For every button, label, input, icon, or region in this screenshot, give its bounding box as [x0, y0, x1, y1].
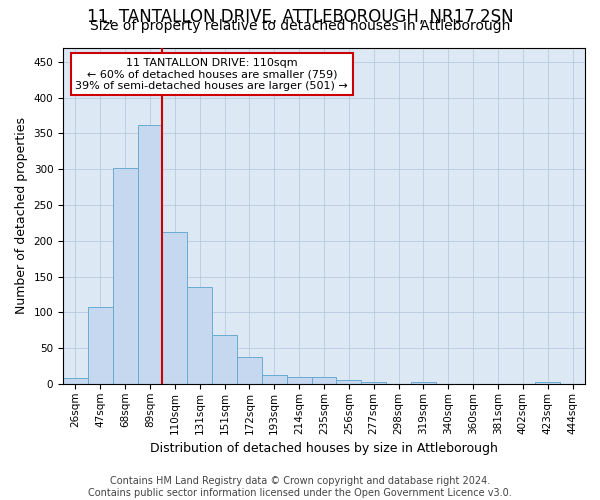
Text: 11 TANTALLON DRIVE: 110sqm
← 60% of detached houses are smaller (759)
39% of sem: 11 TANTALLON DRIVE: 110sqm ← 60% of deta… — [76, 58, 348, 91]
Bar — [337, 380, 361, 384]
X-axis label: Distribution of detached houses by size in Attleborough: Distribution of detached houses by size … — [150, 442, 498, 455]
Bar — [237, 356, 262, 384]
Bar — [88, 306, 113, 384]
Bar — [287, 376, 311, 384]
Bar — [187, 286, 212, 384]
Bar — [262, 374, 287, 384]
Bar — [311, 378, 337, 384]
Y-axis label: Number of detached properties: Number of detached properties — [15, 117, 28, 314]
Bar — [361, 382, 386, 384]
Bar — [113, 168, 137, 384]
Text: Size of property relative to detached houses in Attleborough: Size of property relative to detached ho… — [90, 19, 510, 33]
Bar — [63, 378, 88, 384]
Bar — [212, 335, 237, 384]
Bar — [411, 382, 436, 384]
Bar — [163, 232, 187, 384]
Bar — [137, 125, 163, 384]
Text: 11, TANTALLON DRIVE, ATTLEBOROUGH, NR17 2SN: 11, TANTALLON DRIVE, ATTLEBOROUGH, NR17 … — [86, 8, 514, 26]
Text: Contains HM Land Registry data © Crown copyright and database right 2024.
Contai: Contains HM Land Registry data © Crown c… — [88, 476, 512, 498]
Bar — [535, 382, 560, 384]
